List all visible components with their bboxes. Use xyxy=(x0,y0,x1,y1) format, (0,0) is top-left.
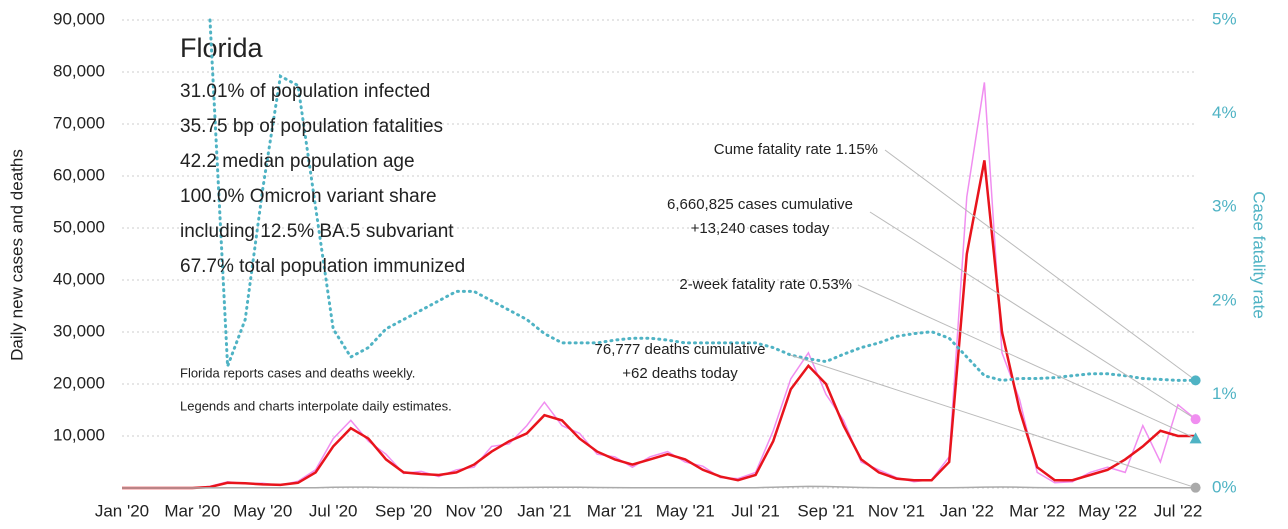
annotation: +13,240 cases today xyxy=(691,220,830,237)
leader-line xyxy=(857,284,1196,439)
y2-tick-label: 5% xyxy=(1212,9,1237,28)
y-tick-label: 20,000 xyxy=(53,373,105,392)
chart-title: Florida xyxy=(180,33,264,63)
annotation: 6,660,825 cases cumulative xyxy=(667,196,853,213)
x-tick-label: Jul '22 xyxy=(1154,501,1203,520)
y-tick-label: 30,000 xyxy=(53,321,105,340)
y2-tick-label: 0% xyxy=(1212,477,1237,496)
y-tick-label: 40,000 xyxy=(53,269,105,288)
fact: 42.2 median population age xyxy=(180,151,415,172)
series-line xyxy=(208,18,1198,382)
fact: 100.0% Omicron variant share xyxy=(180,186,437,207)
y-tick-label: 50,000 xyxy=(53,217,105,236)
note: Florida reports cases and deaths weekly. xyxy=(180,365,415,380)
leader-line xyxy=(869,211,1196,420)
y-tick-label: 70,000 xyxy=(53,113,105,132)
x-tick-label: May '22 xyxy=(1078,501,1137,520)
y-tick-label: 10,000 xyxy=(53,425,105,444)
y2-axis-label: Case fatality rate xyxy=(1250,191,1269,319)
x-tick-label: Mar '22 xyxy=(1009,501,1065,520)
end-marker xyxy=(1189,432,1202,444)
annotation: 76,777 deaths cumulative xyxy=(595,341,766,358)
x-tick-label: Sep '21 xyxy=(797,501,854,520)
fact: including 12.5% BA.5 subvariant xyxy=(180,221,454,242)
x-tick-label: Mar '20 xyxy=(164,501,220,520)
x-tick-label: Jul '20 xyxy=(309,501,358,520)
y-tick-label: 80,000 xyxy=(53,61,105,80)
series-line xyxy=(122,82,1197,489)
fact: 67.7% total population immunized xyxy=(180,256,465,277)
annotation: Cume fatality rate 1.15% xyxy=(714,141,878,158)
leader-line xyxy=(789,354,1196,489)
end-marker xyxy=(1190,414,1201,425)
x-tick-label: Jan '20 xyxy=(95,501,149,520)
leader-line xyxy=(884,149,1196,381)
x-tick-label: Jan '21 xyxy=(517,501,571,520)
fact: 31.01% of population infected xyxy=(180,81,430,102)
annotation: +62 deaths today xyxy=(622,365,738,382)
x-tick-label: May '21 xyxy=(656,501,715,520)
series-line xyxy=(122,485,1196,489)
x-tick-label: May '20 xyxy=(233,501,292,520)
end-marker xyxy=(1190,482,1201,493)
y2-tick-label: 3% xyxy=(1212,197,1237,216)
series-line xyxy=(122,160,1196,490)
fact: 35.75 bp of population fatalities xyxy=(180,116,443,137)
x-tick-label: Mar '21 xyxy=(587,501,643,520)
y2-tick-label: 1% xyxy=(1212,384,1237,403)
x-tick-label: Nov '21 xyxy=(868,501,925,520)
y2-tick-label: 4% xyxy=(1212,103,1237,122)
y-axis-label: Daily new cases and deaths xyxy=(7,149,26,361)
note: Legends and charts interpolate daily est… xyxy=(180,398,452,413)
x-tick-label: Nov '20 xyxy=(445,501,502,520)
y-tick-label: 60,000 xyxy=(53,165,105,184)
x-tick-label: Jan '22 xyxy=(940,501,994,520)
annotation: 2-week fatality rate 0.53% xyxy=(679,276,852,293)
y-tick-label: 90,000 xyxy=(53,9,105,28)
x-tick-label: Jul '21 xyxy=(731,501,780,520)
x-tick-label: Sep '20 xyxy=(375,501,432,520)
y2-tick-label: 2% xyxy=(1212,290,1237,309)
end-marker xyxy=(1190,375,1201,386)
